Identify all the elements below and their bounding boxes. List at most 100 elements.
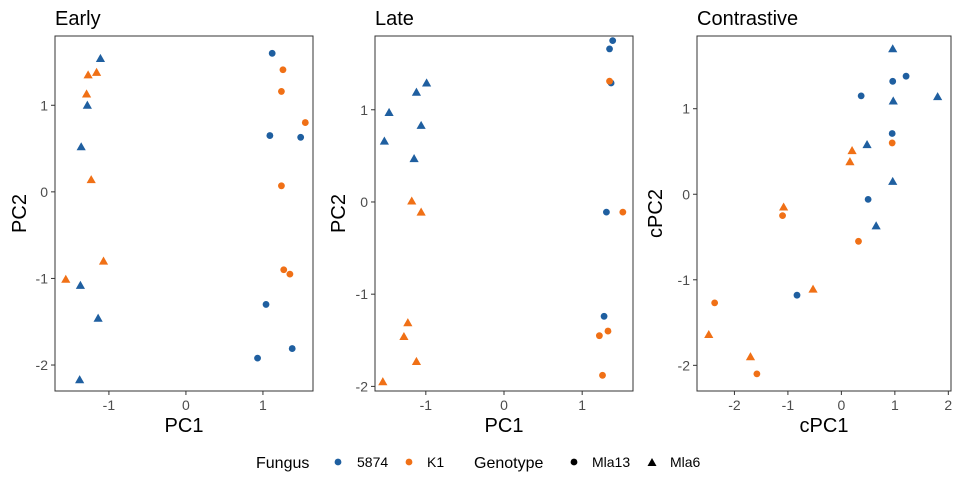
x-tick-label: 2: [944, 397, 952, 413]
point-5874-mla6: [409, 154, 419, 163]
y-axis-title: PC2: [328, 194, 350, 233]
point-5874-mla13: [888, 130, 896, 137]
y-axis-title: PC2: [9, 194, 31, 233]
point-5874-mla6: [95, 53, 106, 62]
x-tick-label: 0: [837, 397, 845, 413]
y-tick-label: 1: [40, 97, 48, 113]
point-k1-mla6: [98, 256, 109, 265]
point-k1-mla6: [403, 318, 413, 327]
point-k1-mla6: [416, 207, 426, 216]
point-k1-mla13: [779, 212, 786, 220]
point-k1-mla13: [888, 139, 896, 147]
point-5874-mla6: [82, 100, 92, 109]
point-k1-mla6: [86, 175, 96, 184]
x-tick-label: -1: [782, 397, 795, 413]
legend-marker-k1: [405, 458, 413, 466]
y-axis-title: cPC2: [645, 189, 667, 238]
point-5874-mla6: [75, 375, 85, 384]
point-5874-mla13: [889, 77, 897, 85]
point-5874-mla13: [609, 37, 617, 45]
y-tick-label: -1: [36, 270, 49, 286]
point-k1-mla13: [711, 299, 719, 307]
point-k1-mla13: [619, 208, 627, 216]
x-axis-title: PC1: [165, 415, 204, 437]
point-k1-mla13: [753, 370, 761, 378]
panel-title: Early: [55, 8, 101, 30]
plot-frame: [696, 35, 952, 392]
point-k1-mla6: [83, 70, 93, 79]
panel-title: Late: [375, 8, 414, 30]
x-tick-label: 1: [259, 397, 267, 413]
point-k1-mla6: [845, 157, 855, 166]
point-k1-mla13: [279, 66, 287, 74]
point-5874-mla6: [888, 176, 898, 185]
x-tick-label: -1: [103, 397, 116, 413]
point-5874-mla6: [416, 120, 426, 129]
point-k1-mla6: [847, 146, 857, 155]
point-5874-mla13: [262, 301, 270, 308]
point-k1-mla6: [399, 331, 409, 341]
point-5874-mla6: [888, 96, 898, 105]
y-tick-label: -1: [678, 272, 691, 288]
y-tick-label: 0: [682, 186, 690, 202]
point-5874-mla13: [902, 72, 910, 80]
x-tick-label: 1: [891, 397, 899, 413]
x-axis-title: cPC1: [800, 415, 849, 437]
legend-title-fungus: Fungus: [256, 455, 309, 472]
point-5874-mla13: [606, 45, 613, 53]
point-k1-mla13: [278, 182, 285, 190]
legend-marker-mla13: [570, 458, 578, 466]
legend-label-mla13: Mla13: [592, 454, 630, 470]
point-5874-mla6: [888, 44, 898, 53]
point-5874-mla13: [857, 92, 865, 100]
point-k1-mla13: [599, 371, 606, 379]
point-5874-mla6: [379, 136, 389, 145]
x-axis-title: PC1: [485, 415, 524, 437]
panel-early: Early -1 0 1 -2 -1 0 1 PC1 PC2: [9, 8, 314, 437]
x-tick-label: 0: [182, 397, 190, 413]
panel-title: Contrastive: [697, 8, 798, 30]
legend-marker-mla6: [647, 458, 657, 466]
legend-label-k1: K1: [427, 454, 444, 470]
point-5874-mla6: [862, 140, 872, 149]
point-5874-mla13: [288, 345, 296, 352]
panel-late: Late -1 0 1 -2 -1 0 1 PC1 PC2: [328, 8, 634, 437]
point-5874-mla6: [76, 142, 86, 151]
point-5874-mla6: [933, 92, 943, 101]
point-k1-mla13: [280, 266, 288, 274]
legend: Fungus 5874 K1 Genotype Mla13 Mla6: [256, 454, 701, 472]
point-k1-mla13: [301, 119, 309, 126]
legend-label-5874: 5874: [357, 454, 388, 470]
panel-contrastive: Contrastive -2 -1 0 1 2 -2 -1 0 1 cPC1 cPC2: [645, 8, 952, 437]
point-k1-mla13: [595, 332, 603, 340]
y-tick-label: 0: [40, 184, 48, 200]
point-k1-mla13: [286, 270, 294, 278]
point-k1-mla6: [91, 67, 102, 76]
point-k1-mla13: [278, 88, 285, 95]
point-5874-mla6: [411, 87, 422, 96]
y-tick-label: -2: [356, 378, 369, 394]
point-5874-mla13: [793, 291, 801, 299]
legend-label-mla6: Mla6: [670, 454, 701, 470]
legend-marker-5874: [334, 458, 342, 466]
x-tick-label: -1: [420, 397, 433, 413]
point-k1-mla6: [779, 202, 789, 211]
point-k1-mla6: [411, 356, 422, 365]
y-tick-label: 0: [360, 194, 368, 210]
point-k1-mla6: [704, 329, 714, 338]
x-tick-label: 0: [500, 397, 508, 413]
legend-title-genotype: Genotype: [474, 455, 543, 472]
point-5874-mla6: [422, 78, 432, 87]
point-5874-mla13: [864, 195, 872, 203]
y-tick-label: -2: [678, 357, 691, 373]
y-tick-label: -1: [356, 286, 369, 302]
point-k1-mla6: [407, 196, 417, 205]
point-k1-mla6: [808, 284, 818, 293]
point-k1-mla13: [604, 327, 612, 335]
point-5874-mla13: [266, 132, 274, 139]
plot-frame: [54, 35, 314, 392]
point-5874-mla6: [93, 313, 103, 322]
point-k1-mla6: [745, 352, 756, 361]
y-tick-label: 1: [682, 101, 690, 117]
